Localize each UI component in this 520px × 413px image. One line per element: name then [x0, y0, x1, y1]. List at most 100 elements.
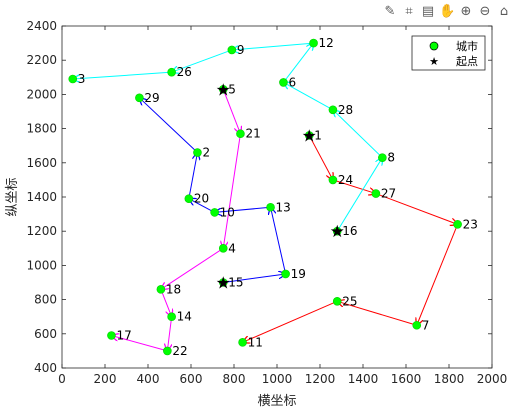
city-point — [107, 331, 116, 340]
city-label: 27 — [381, 187, 396, 201]
route-segment — [172, 49, 233, 72]
city-point — [167, 312, 176, 322]
save-icon[interactable]: ▤ — [421, 4, 435, 19]
route-segment — [336, 158, 382, 232]
route-segment — [243, 300, 338, 342]
pan-hand-icon[interactable]: ✋ — [439, 4, 456, 19]
city-point — [218, 278, 228, 287]
city-point — [227, 45, 237, 55]
y-tick-label: 400 — [34, 361, 57, 375]
route-segment — [417, 224, 459, 325]
city-label: 24 — [338, 173, 353, 187]
city-point — [378, 153, 387, 162]
data-tip-icon[interactable]: ⌗ — [405, 4, 413, 19]
city-label: 2 — [202, 146, 210, 160]
city-point — [184, 194, 194, 204]
city-point — [281, 269, 290, 279]
city-label: 21 — [245, 127, 260, 141]
city-label: 6 — [288, 75, 296, 89]
plot-area — [61, 25, 493, 369]
city-label: 11 — [248, 335, 263, 349]
city-label: 1 — [314, 128, 322, 142]
city-label: 26 — [177, 65, 192, 79]
start-star: ★ — [302, 126, 317, 146]
route-segment — [283, 43, 313, 83]
city-point — [167, 67, 176, 77]
route-segment — [73, 71, 172, 79]
x-tick-label: 2000 — [477, 372, 508, 386]
route-segment — [333, 110, 383, 159]
city-label: 25 — [342, 294, 357, 308]
city-point — [328, 175, 338, 185]
x-tick-label: 400 — [137, 372, 160, 386]
brush-icon[interactable]: ✎ — [384, 4, 396, 19]
route-segment — [337, 301, 417, 326]
y-tick-label: 600 — [34, 327, 57, 341]
route-segment — [160, 289, 172, 316]
x-tick-label: 1600 — [391, 372, 422, 386]
x-tick-label: 1800 — [434, 372, 465, 386]
route-lines — [73, 43, 458, 351]
city-label: 17 — [116, 329, 131, 343]
city-point — [266, 202, 275, 212]
route-segment — [111, 336, 168, 352]
city-point — [453, 220, 462, 229]
city-point — [236, 129, 245, 139]
city-label: 15 — [228, 276, 243, 290]
zoom-out-icon[interactable]: ⊖ — [479, 4, 491, 19]
city-point — [210, 208, 219, 217]
city-label: 14 — [177, 310, 192, 324]
city-label: 4 — [228, 241, 236, 255]
city-point — [279, 78, 288, 87]
city-label: 10 — [220, 205, 235, 219]
city-label: 28 — [338, 103, 353, 117]
city-label: 16 — [342, 224, 357, 238]
route-segment — [375, 193, 458, 225]
y-tick-label: 1400 — [26, 190, 57, 204]
route-segment — [167, 316, 171, 351]
city-label: 23 — [463, 217, 478, 231]
legend-start-label: 起点 — [456, 55, 478, 68]
home-icon[interactable]: ⌂ — [499, 4, 509, 19]
axes-frame — [61, 25, 493, 369]
legend-city-marker — [429, 41, 439, 51]
x-axis-label: 横坐标 — [257, 394, 296, 409]
route-segment — [308, 135, 333, 179]
y-tick-label: 2400 — [26, 19, 57, 33]
route-segment — [283, 82, 334, 111]
city-point — [156, 285, 166, 294]
city-label: 12 — [319, 36, 334, 50]
city-label: 29 — [144, 91, 159, 105]
city-label: 18 — [166, 282, 181, 296]
route-segment — [189, 199, 215, 213]
zoom-in-icon[interactable]: ⊕ — [460, 4, 472, 19]
city-label: 8 — [387, 151, 395, 165]
city-points — [68, 38, 462, 356]
city-point — [163, 346, 172, 356]
start-star: ★ — [216, 274, 231, 294]
city-point — [332, 226, 342, 236]
route-segment — [332, 179, 376, 194]
city-point — [304, 131, 314, 140]
city-label: 13 — [276, 200, 291, 214]
legend-city-label: 城市 — [456, 39, 478, 53]
city-label: 9 — [237, 43, 245, 57]
city-label: 22 — [172, 344, 187, 358]
city-point — [218, 84, 228, 94]
city-point — [371, 189, 381, 198]
route-segment — [222, 89, 240, 133]
start-star: ★ — [216, 80, 231, 100]
route-segment — [232, 42, 314, 50]
x-tick-label: 1000 — [262, 372, 293, 386]
figure-toolbar: ✎ ⌗ ▤ ✋ ⊕ ⊖ ⌂ — [382, 4, 512, 22]
x-tick-label: 1200 — [305, 372, 336, 386]
start-star: ★ — [330, 222, 345, 242]
city-point — [135, 93, 144, 103]
x-tick-label: 0 — [58, 372, 66, 386]
y-axis-label: 纵坐标 — [5, 177, 20, 216]
y-tick-label: 1600 — [26, 156, 57, 170]
x-tick-label: 200 — [94, 372, 117, 386]
x-tick-label: 600 — [180, 372, 203, 386]
